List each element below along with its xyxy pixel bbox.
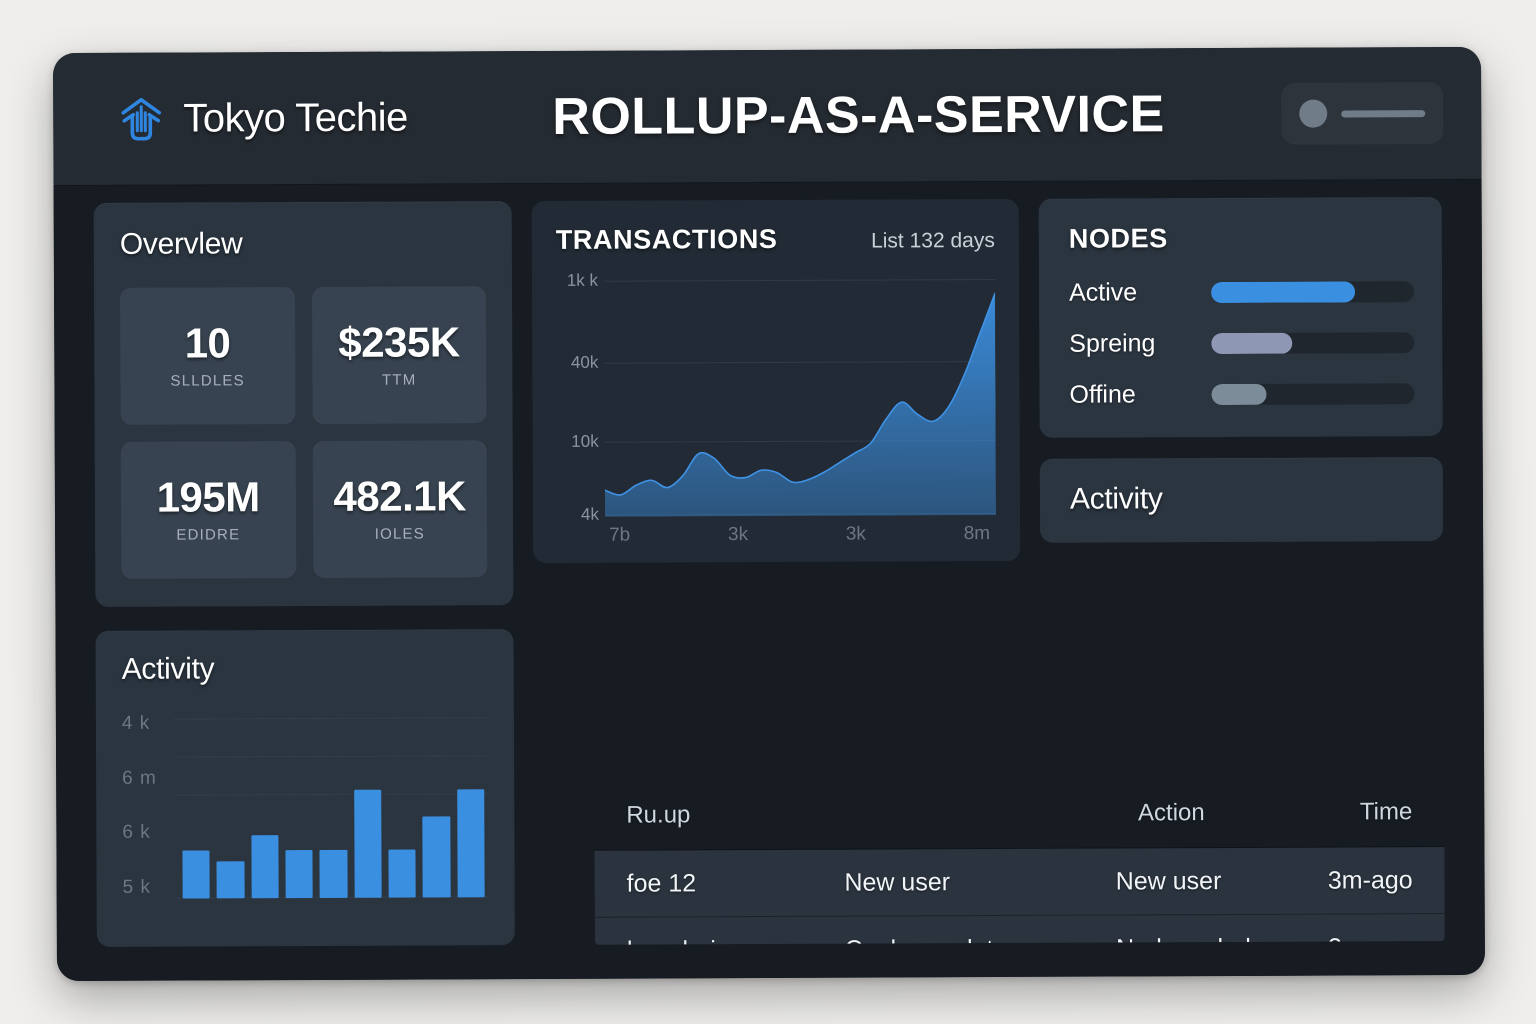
node-progress-fill [1211, 383, 1267, 406]
nodes-title: NODES [1068, 223, 1168, 254]
node-label: Active [1068, 278, 1138, 307]
node-status-row: Active [1068, 277, 1415, 308]
stat-label: TTM [381, 371, 417, 389]
activity-table: Ru.up Action Time foe 12 New user New us… [594, 777, 1445, 945]
brand: Tokyo Techie [115, 92, 408, 145]
bar-y-tick: 4 k [121, 712, 151, 734]
bar[interactable] [319, 849, 348, 898]
cell-time: 3m-ago [1328, 933, 1413, 945]
bar[interactable] [182, 850, 211, 899]
node-progress-fill [1211, 332, 1293, 355]
page-title: ROLLUP-AS-A-SERVICE [552, 85, 1165, 146]
table-row[interactable]: ber chain Cenlag update Nade zuded 3m-ag… [594, 914, 1445, 945]
x-tick: 7b [609, 524, 631, 546]
transactions-header: TRANSACTIONS List 132 days [556, 223, 995, 256]
y-tick: 10k [571, 432, 599, 452]
stat-label: EDIDRE [176, 526, 241, 544]
activity-bar-chart: 4 k 6 m 6 k 5 k [122, 705, 489, 923]
bar-y-tick: 6 m [122, 767, 157, 789]
bar[interactable] [456, 789, 485, 898]
cell-event: Cenlag update [845, 934, 1116, 944]
transactions-y-axis: 1k k 40k 10k 4k [556, 271, 605, 524]
transactions-title: TRANSACTIONS [555, 223, 778, 255]
node-progress-track[interactable] [1211, 332, 1415, 355]
upward-chevron-logo-icon [121, 97, 162, 141]
column-header-event[interactable] [854, 813, 1138, 814]
bar-group [182, 789, 485, 899]
gridline [174, 755, 489, 758]
menu-bar-icon [1341, 109, 1426, 117]
transactions-chart: 1k k 40k 10k 4k [556, 271, 996, 524]
node-progress-track[interactable] [1211, 383, 1415, 406]
stat-value: 482.1K [333, 472, 466, 520]
table-row[interactable]: foe 12 New user New user 3m-ago [594, 847, 1445, 918]
table-header-row: Ru.up Action Time [594, 777, 1445, 851]
stat-tile[interactable]: 10 SLLDLES [120, 287, 296, 425]
nodes-panel: NODES Active Spreing [1038, 197, 1443, 438]
account-menu-button[interactable] [1281, 82, 1444, 145]
center-column: TRANSACTIONS List 132 days 1k k 40k 10k … [531, 198, 1022, 945]
activity-chart-title: Activity [121, 652, 215, 686]
activity-feed-panel: Activity [1039, 457, 1444, 543]
y-tick: 4k [580, 504, 600, 524]
transactions-card: TRANSACTIONS List 132 days 1k k 40k 10k … [531, 198, 1021, 564]
bar-y-tick: 6 k [122, 822, 151, 844]
column-header-action[interactable]: Action [1137, 798, 1205, 826]
bar[interactable] [422, 816, 451, 898]
node-progress-fill [1210, 281, 1356, 304]
transactions-area-series [604, 274, 996, 517]
overview-stat-grid: 10 SLLDLES $235K TTM 195M EDIDRE 482.1 [120, 286, 488, 579]
cell-chain: foe 12 [626, 868, 697, 898]
stat-tile[interactable]: 482.1K IOLES [312, 440, 488, 578]
stat-value: 195M [156, 473, 260, 521]
bar-chart-plot [173, 705, 489, 922]
dashboard-body: Overvlew 10 SLLDLES $235K TTM 195M EDIDR [53, 179, 1486, 982]
bar[interactable] [216, 861, 245, 899]
stat-value: $235K [338, 318, 460, 366]
activity-feed-title: Activity [1069, 482, 1163, 516]
x-tick: 8m [963, 523, 991, 545]
transactions-x-axis: 7b 3k 3k 8m [557, 515, 996, 547]
node-status-row: Spreing [1069, 328, 1415, 359]
gridline [173, 717, 488, 720]
dashboard-window: Tokyo Techie ROLLUP-AS-A-SERVICE Overvle… [52, 46, 1486, 982]
node-label: Spreing [1069, 329, 1156, 358]
stat-value: 10 [184, 319, 231, 367]
node-progress-track[interactable] [1210, 281, 1415, 304]
stat-label: IOLES [374, 525, 425, 543]
avatar-icon [1299, 99, 1328, 128]
app-header: Tokyo Techie ROLLUP-AS-A-SERVICE [52, 46, 1482, 187]
x-tick: 3k [845, 523, 866, 545]
stat-tile[interactable]: $235K TTM [311, 286, 487, 424]
stat-label: SLLDLES [170, 372, 245, 390]
overview-panel: Overvlew 10 SLLDLES $235K TTM 195M EDIDR [93, 201, 514, 607]
bar[interactable] [251, 835, 279, 899]
overview-title: Overvlew [119, 227, 243, 261]
transactions-plot [604, 274, 996, 517]
column-header-time[interactable]: Time [1359, 797, 1413, 825]
left-column: Overvlew 10 SLLDLES $235K TTM 195M EDIDR [93, 201, 515, 947]
nodes-list: Active Spreing Offine [1069, 277, 1415, 410]
cell-time: 3m-ago [1327, 865, 1413, 895]
brand-name: Tokyo Techie [183, 95, 408, 141]
transactions-range-selector[interactable]: List 132 days [871, 229, 995, 253]
cell-event: New user [844, 867, 951, 897]
y-tick: 1k k [566, 270, 599, 290]
x-tick: 3k [727, 524, 749, 546]
bar[interactable] [388, 849, 416, 898]
node-label: Offine [1069, 380, 1136, 409]
bar[interactable] [353, 789, 382, 898]
cell-chain: ber chain [627, 935, 845, 945]
cell-action: Nade zuded [1116, 933, 1328, 944]
y-tick: 40k [570, 352, 599, 372]
stat-tile[interactable]: 195M EDIDRE [120, 441, 296, 579]
node-status-row: Offine [1069, 379, 1415, 410]
activity-chart-panel: Activity 4 k 6 m 6 k 5 k [95, 629, 515, 947]
column-header-chain[interactable]: Ru.up [626, 800, 691, 829]
bar-chart-y-axis: 4 k 6 m 6 k 5 k [122, 707, 175, 923]
cell-action: New user [1115, 866, 1222, 895]
bar[interactable] [285, 849, 313, 899]
bar-y-tick: 5 k [122, 876, 152, 898]
